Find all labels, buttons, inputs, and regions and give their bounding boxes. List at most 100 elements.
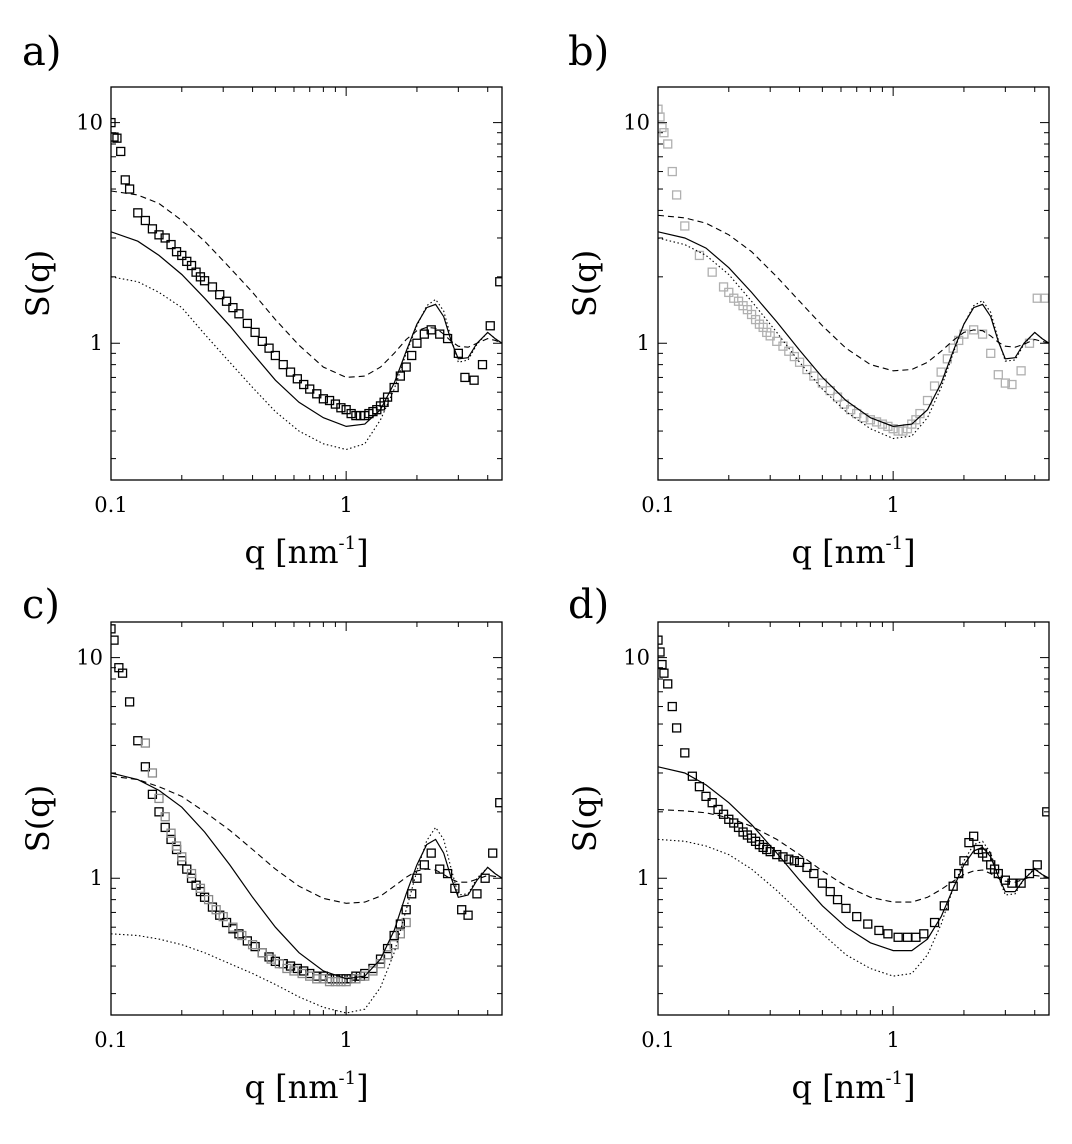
x-axis-label: q [nm-1] — [244, 533, 368, 571]
chart-panel-1: a) 0.1 1 1 10 q [nm-1] S(q) — [19, 29, 503, 571]
plot-frame — [110, 86, 503, 481]
data-point — [667, 701, 677, 712]
data-point — [278, 359, 288, 370]
data-point — [832, 392, 843, 402]
data-point — [147, 224, 158, 234]
data-point — [902, 932, 913, 942]
x-axis-label: q [nm-1] — [244, 1068, 368, 1106]
y-tick-label: 10 — [76, 111, 103, 135]
data-point — [852, 911, 862, 922]
data-point — [247, 940, 258, 950]
data-point — [407, 889, 417, 899]
data-point — [160, 812, 170, 822]
data-point — [292, 963, 302, 974]
y-tick-label: 1 — [637, 331, 650, 355]
data-point — [382, 950, 393, 960]
data-point — [368, 963, 378, 974]
data-point — [177, 250, 187, 261]
data-point — [809, 371, 819, 381]
plot-frame — [110, 621, 503, 1016]
x-axis-label-main: q [nm — [244, 1068, 338, 1106]
data-point — [154, 793, 164, 804]
series-line-dashed — [111, 190, 502, 378]
data-point — [1016, 878, 1026, 888]
axis-ticks — [657, 622, 1049, 1015]
data-point — [1042, 807, 1049, 817]
data-point — [948, 881, 958, 891]
data-point — [724, 287, 734, 298]
series-line-solid — [658, 231, 1049, 428]
data-point — [472, 889, 482, 899]
data-series-squares — [111, 117, 502, 421]
data-point — [166, 828, 176, 838]
data-point — [809, 868, 819, 879]
data-series-squares — [658, 635, 1049, 942]
data-point — [977, 329, 988, 339]
data-point — [680, 748, 690, 758]
x-axis-label: q [nm-1] — [791, 533, 915, 571]
data-point — [120, 175, 130, 185]
plot-area — [658, 635, 1049, 977]
data-point — [412, 873, 422, 883]
data-point — [111, 635, 119, 645]
data-point — [659, 128, 669, 138]
data-point — [485, 321, 495, 331]
data-point — [264, 343, 274, 353]
data-point — [450, 883, 460, 893]
plot-frame — [657, 621, 1050, 1016]
data-point — [171, 841, 182, 851]
x-tick-label: 0.1 — [94, 493, 127, 517]
data-point — [488, 848, 498, 858]
data-point — [346, 408, 356, 419]
data-series-squares — [658, 104, 1049, 436]
series-line-solid — [658, 766, 1049, 952]
data-point — [495, 798, 502, 808]
plot-area — [111, 117, 502, 451]
data-point — [969, 325, 979, 335]
data-point — [469, 375, 479, 385]
data-point — [1007, 878, 1017, 888]
data-point — [1007, 379, 1017, 390]
series-line-dotted — [111, 826, 502, 1014]
data-point — [318, 974, 329, 984]
data-point — [154, 230, 164, 240]
data-point — [841, 903, 851, 914]
data-point — [351, 974, 361, 984]
x-axis-label-main: q [nm — [791, 1068, 885, 1106]
data-point — [270, 350, 281, 361]
data-point — [658, 647, 665, 657]
data-point — [111, 624, 116, 634]
data-point — [460, 372, 470, 383]
x-axis-label: q [nm-1] — [791, 1068, 915, 1106]
chart-panel-4: d) 0.1 1 1 10 q [nm-1] S(q) — [566, 582, 1050, 1106]
x-axis-label-main: q [nm — [791, 533, 885, 571]
data-point — [687, 771, 698, 781]
data-point — [199, 276, 210, 286]
data-point — [305, 384, 315, 394]
data-point — [825, 886, 835, 897]
data-point — [694, 250, 705, 261]
x-tick-label: 0.1 — [641, 493, 674, 517]
plot-area — [658, 104, 1049, 440]
y-tick-label: 1 — [637, 866, 650, 890]
data-point — [299, 966, 309, 976]
series-line-solid — [111, 231, 502, 428]
data-point — [658, 112, 665, 122]
data-point — [784, 854, 794, 864]
data-point — [341, 976, 351, 987]
data-point — [211, 905, 221, 915]
data-point — [671, 190, 682, 200]
data-point — [893, 932, 903, 942]
chart-panel-3: c) 0.1 1 1 10 q [nm-1] S(q) — [19, 582, 503, 1106]
data-point — [111, 117, 116, 128]
data-point — [401, 362, 411, 372]
data-point — [457, 905, 467, 915]
data-point — [667, 166, 677, 177]
x-axis-label-main: q [nm — [244, 533, 338, 571]
data-point — [318, 394, 329, 404]
data-point — [964, 837, 974, 848]
data-point — [718, 809, 729, 819]
y-axis-label: S(q) — [19, 785, 57, 852]
data-point — [883, 929, 893, 939]
